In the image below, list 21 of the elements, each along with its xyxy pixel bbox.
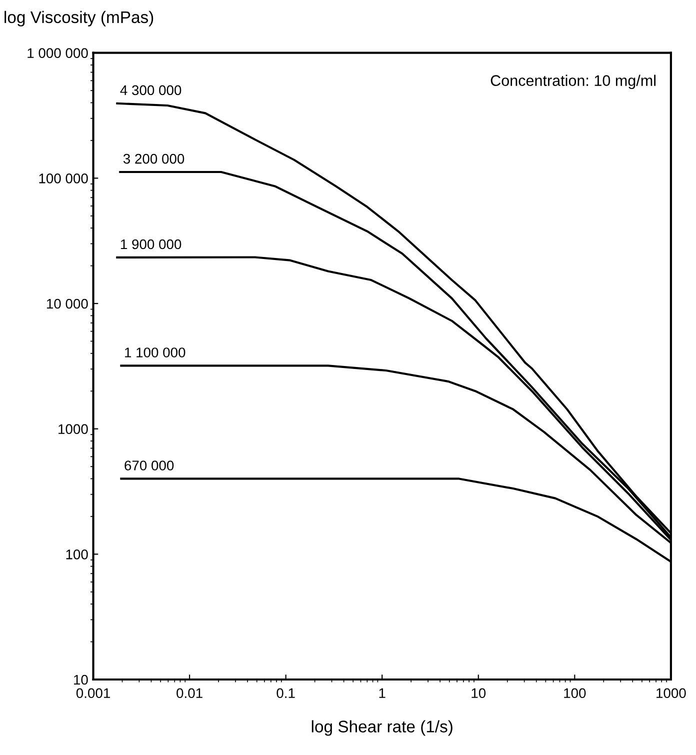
- series-label: 670 000: [124, 460, 174, 470]
- y-tick-label: 100: [66, 550, 88, 560]
- x-tick-label: 1000: [656, 688, 686, 698]
- series-label: 1 100 000: [125, 348, 186, 358]
- y-tick-label: 10: [74, 674, 88, 685]
- x-tick-label: 0.01: [176, 688, 202, 698]
- series-label: 1 900 000: [120, 239, 182, 250]
- series-label: 4 300 000: [120, 85, 182, 96]
- x-tick-label: 1: [379, 688, 386, 698]
- y-tick-label: 1 000 000: [28, 48, 88, 58]
- x-tick-label: 0.001: [76, 688, 110, 698]
- x-tick-label: 0.1: [276, 688, 295, 698]
- series-label: 3 200 000: [123, 154, 184, 164]
- y-tick-label: 100 000: [39, 174, 88, 184]
- y-axis-title: log Viscosity (mPas): [4, 10, 154, 26]
- x-tick-label: 100: [564, 688, 586, 698]
- x-axis-title: log Shear rate (1/s): [312, 720, 452, 736]
- x-tick-label: 10: [472, 688, 486, 698]
- y-tick-label: 1000: [58, 424, 88, 434]
- annotation: Concentration: 10 mg/ml: [490, 74, 656, 90]
- y-tick-label: 10 000: [46, 298, 88, 309]
